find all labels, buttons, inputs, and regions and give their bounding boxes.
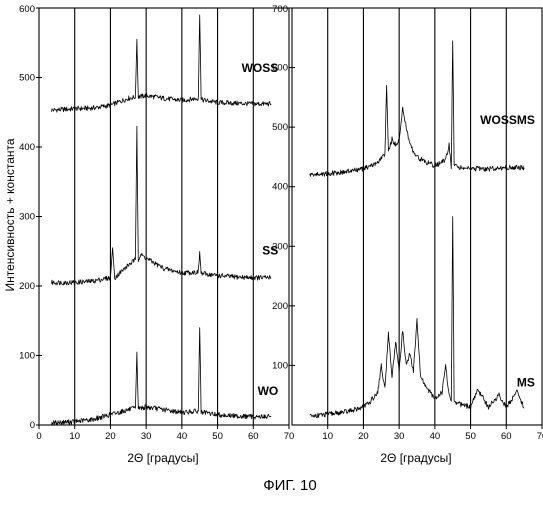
x-tick-label-70: 70 [284,431,295,442]
x-tick-label-20: 20 [358,431,369,442]
y-tick-label-500: 500 [19,73,35,84]
x-tick-label-20: 20 [105,431,116,442]
y-tick-label-100: 100 [272,360,288,371]
y-tick-label-300: 300 [272,241,288,252]
series-line-wo [52,328,272,426]
y-tick-label-600: 600 [272,63,288,74]
x-tick-label-50: 50 [212,431,223,442]
y-tick-label-700: 700 [272,4,288,15]
x-tick-label-60: 60 [248,431,259,442]
x-tick-label-10: 10 [322,431,333,442]
y-axis-label: Интенсивность + константа [3,138,17,291]
x-tick-label-40: 40 [430,431,441,442]
x-tick-label-10: 10 [69,431,80,442]
y-tick-label-500: 500 [272,122,288,133]
y-tick-label-600: 600 [19,4,35,15]
y-tick-label-100: 100 [19,351,35,362]
y-tick-label-400: 400 [272,182,288,193]
series-line-ms [310,217,524,418]
series-label-wossms: WOSSMS [480,113,535,127]
figure-caption: ФИГ. 10 [263,477,317,494]
x-tick-label-40: 40 [177,431,188,442]
series-line-wossms [310,41,524,177]
series-line-woss [52,15,272,112]
series-line-ss [52,126,272,285]
x-tick-label-50: 50 [465,431,476,442]
y-tick-label-0: 0 [30,420,35,431]
x-tick-label-70: 70 [537,431,543,442]
series-label-ms: MS [517,375,535,389]
left-panel: 0102030405060700100200300400500600WOSSSS… [19,4,294,442]
x-axis-label-left: 2Θ [градусы] [127,451,198,465]
x-tick-label-30: 30 [141,431,152,442]
x-tick-label-30: 30 [394,431,405,442]
right-panel: 10 20 30 40 50 60 70 100 200 300 400 500 600 700 WOSSM… [272,4,543,442]
x-tick-label-60: 60 [501,431,512,442]
series-label-wo: WO [258,384,279,398]
y-tick-label-200: 200 [19,281,35,292]
y-tick-label-300: 300 [19,212,35,223]
y-tick-label-200: 200 [272,301,288,312]
plot-frame [292,8,542,425]
y-tick-label-400: 400 [19,142,35,153]
x-axis-label-right: 2Θ [градусы] [380,451,451,465]
x-tick-label-0: 0 [36,431,41,442]
